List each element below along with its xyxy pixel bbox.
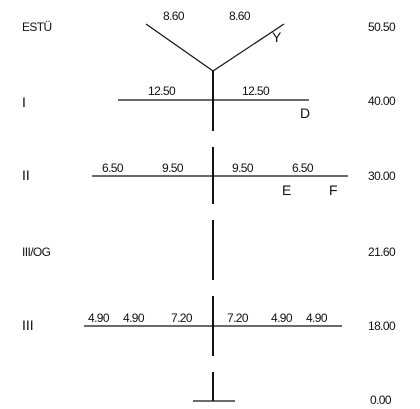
level-label-ii: II <box>22 167 30 183</box>
crossarm-iii-span-2: 4.90 <box>123 311 145 325</box>
crossarm-iii-span-3: 7.20 <box>171 311 193 325</box>
height-value-ground: 0.00 <box>370 393 392 407</box>
crossarm-ii-marker-e: E <box>282 182 291 198</box>
height-value-ii: 30.00 <box>368 169 396 183</box>
earth-wire-marker: Y <box>272 29 282 45</box>
crossarm-ii-marker-f: F <box>329 182 338 198</box>
level-label-estu: ESTÜ <box>22 20 52 34</box>
crossarm-ii-span-3: 9.50 <box>232 161 254 175</box>
level-label-iii: III <box>22 317 34 333</box>
crossarm-iii-span-1: 4.90 <box>88 311 110 325</box>
crossarm-ii-span-1: 6.50 <box>102 161 124 175</box>
height-value-iii: 18.00 <box>368 319 396 333</box>
height-value-iii-og: 21.60 <box>368 245 396 259</box>
earth-wire-right-leg <box>212 23 285 72</box>
height-value-estu: 50.50 <box>368 20 396 34</box>
crossarm-i-marker: D <box>300 105 310 121</box>
earth-wire-span-left: 8.60 <box>163 9 185 23</box>
height-value-i: 40.00 <box>368 94 396 108</box>
level-label-iii-og: III/OG <box>22 245 51 259</box>
crossarm-iii-span-5: 4.90 <box>271 311 293 325</box>
level-label-i: I <box>22 94 26 110</box>
crossarm-iii-span-6: 4.90 <box>306 311 328 325</box>
crossarm-iii-span-4: 7.20 <box>227 311 249 325</box>
crossarm-i-span-left: 12.50 <box>148 84 176 98</box>
crossarm-ii-span-4: 6.50 <box>292 161 314 175</box>
earth-wire-span-right: 8.60 <box>229 9 251 23</box>
earth-wire-left-leg <box>145 23 214 72</box>
crossarm-ii-span-2: 9.50 <box>162 161 184 175</box>
crossarm-i-span-right: 12.50 <box>242 84 270 98</box>
